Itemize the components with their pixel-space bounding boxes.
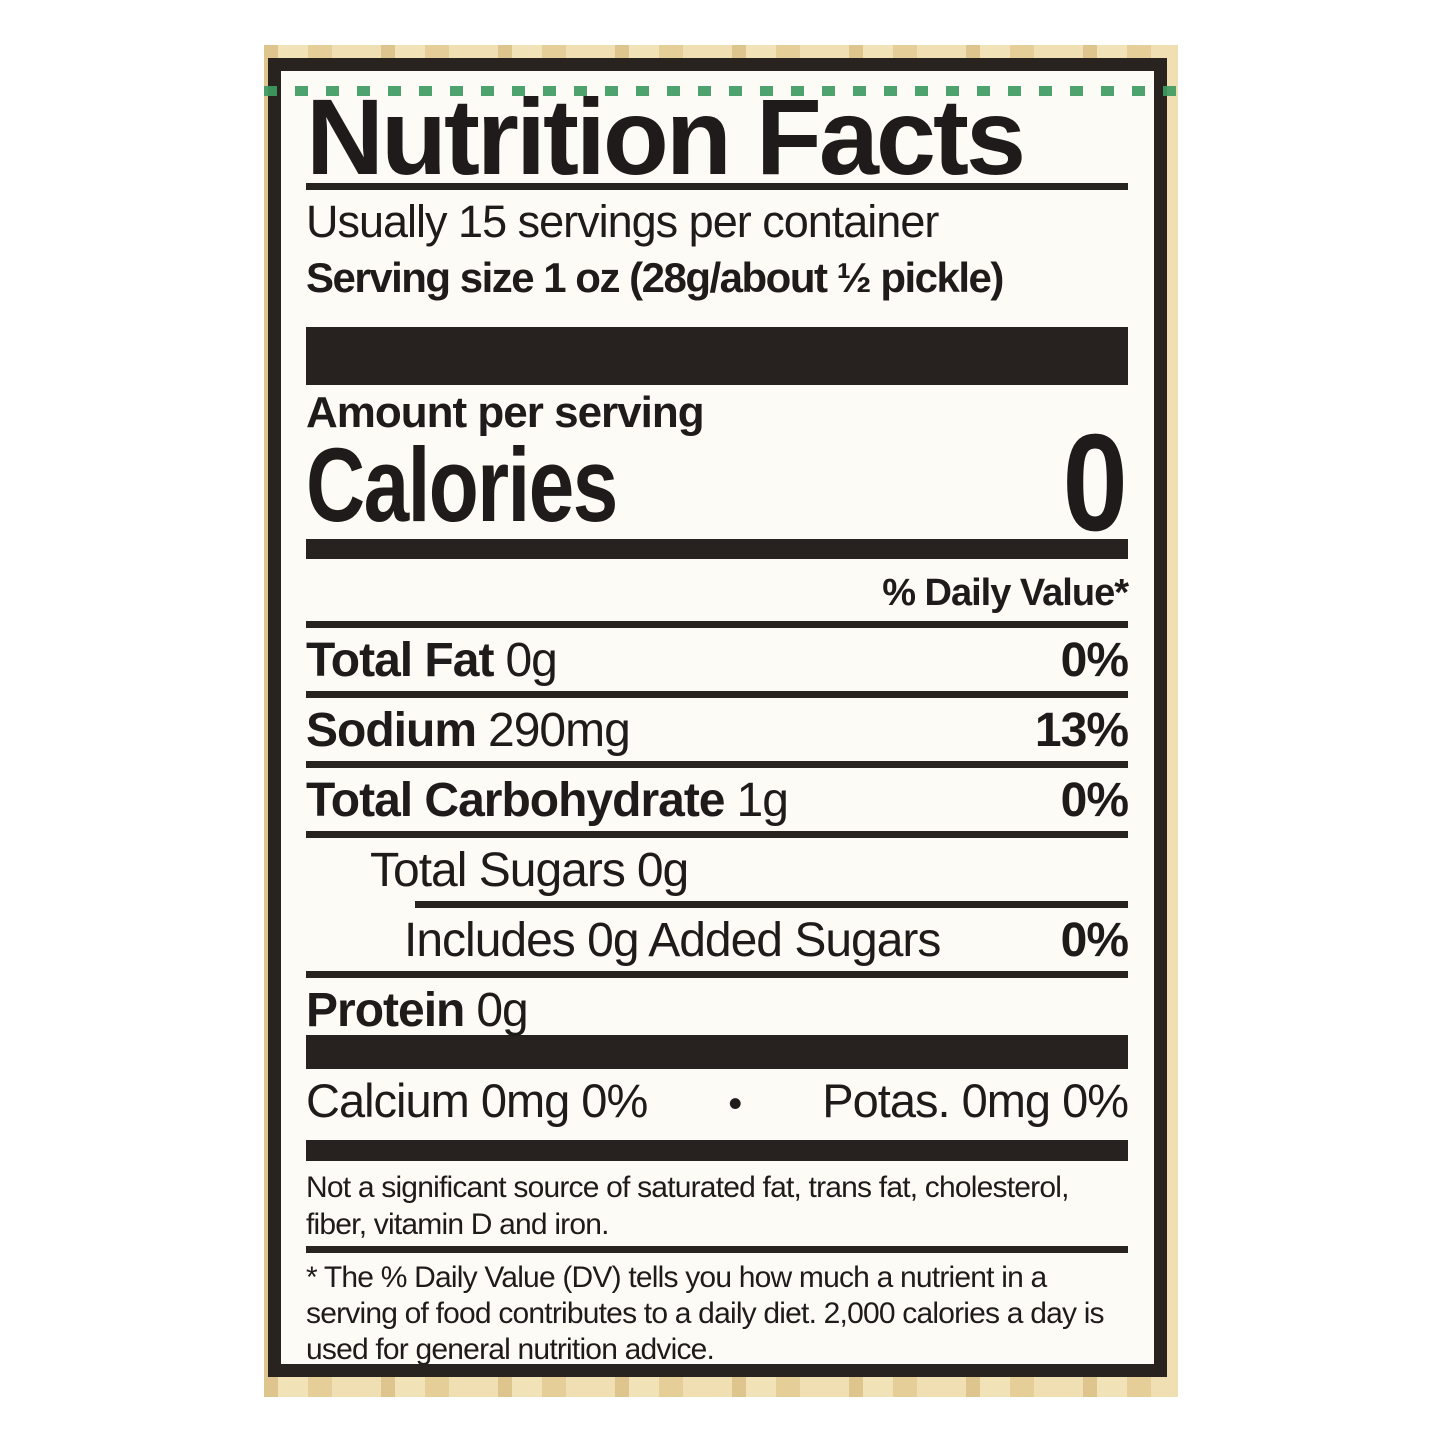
calories-row: Calories 0	[306, 414, 1128, 552]
nutrient-row-total-carbohydrate: Total Carbohydrate 1g 0%	[306, 768, 1129, 831]
rule-under-title	[306, 183, 1128, 190]
divider-bar-under-calories	[306, 539, 1128, 559]
thick-divider-bar-top	[306, 327, 1128, 385]
rule-between-footnotes	[306, 1246, 1128, 1253]
label-photo-background: Nutrition Facts Usually 15 servings per …	[264, 45, 1178, 1397]
rule-above-nutrient-rows	[306, 621, 1128, 628]
daily-value: 13%	[1034, 704, 1129, 757]
nutrient-row-sodium: Sodium 290mg 13%	[306, 698, 1129, 761]
nutrition-facts-label: Nutrition Facts Usually 15 servings per …	[268, 58, 1167, 1377]
label-content: Nutrition Facts Usually 15 servings per …	[281, 71, 1154, 1364]
daily-value-header: % Daily Value*	[882, 572, 1129, 614]
calories-value: 0	[1062, 406, 1128, 560]
label-title: Nutrition Facts	[306, 76, 1026, 197]
potassium-value: Potas. 0mg 0%	[822, 1074, 1129, 1127]
nutrient-name-and-amount: Total Sugars 0g	[370, 844, 689, 897]
rule-separator-indented	[415, 901, 1128, 908]
footnote-not-significant: Not a significant source of saturated fa…	[306, 1171, 1069, 1241]
thick-divider-bar-after-protein	[306, 1035, 1128, 1069]
rule-separator	[306, 761, 1128, 768]
rule-separator	[306, 691, 1128, 698]
bullet-separator: •	[728, 1082, 742, 1126]
rule-separator	[306, 831, 1128, 838]
nutrient-name-and-amount: Total Fat 0g	[306, 634, 558, 687]
rule-separator	[306, 971, 1128, 978]
amount-per-serving: Amount per serving	[306, 388, 705, 437]
daily-value: 0%	[1060, 914, 1129, 967]
calcium-value: Calcium 0mg 0%	[306, 1074, 648, 1127]
nutrient-name-and-amount: Total Carbohydrate 1g	[306, 774, 789, 827]
nutrient-name-and-amount: Sodium 290mg	[306, 704, 631, 757]
nutrient-row-protein: Protein 0g	[306, 978, 1128, 1035]
minerals-row: Calcium 0mg 0% • Potas. 0mg 0%	[306, 1074, 1129, 1128]
footnote-daily-value: * The % Daily Value (DV) tells you how m…	[306, 1261, 1105, 1364]
serving-size: Serving size 1 oz (28g/about ½ pickle)	[306, 254, 1004, 301]
nutrient-row-total-fat: Total Fat 0g 0%	[306, 628, 1129, 691]
daily-value: 0%	[1060, 634, 1129, 687]
daily-value: 0%	[1060, 774, 1129, 827]
divider-bar-under-minerals	[306, 1140, 1128, 1161]
nutrient-name-and-amount: Protein 0g	[306, 984, 529, 1037]
nutrient-name-and-amount: Includes 0g Added Sugars	[404, 914, 941, 967]
green-dashed-cut-line	[264, 86, 1178, 96]
calories-label: Calories	[306, 427, 618, 544]
servings-per-container: Usually 15 servings per container	[306, 196, 939, 247]
nutrient-row-added-sugars: Includes 0g Added Sugars 0%	[306, 908, 1129, 971]
nutrient-row-total-sugars: Total Sugars 0g	[306, 838, 1128, 901]
